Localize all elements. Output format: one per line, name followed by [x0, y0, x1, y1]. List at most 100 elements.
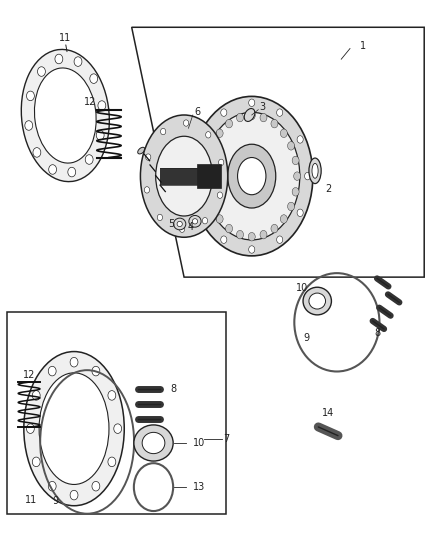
Ellipse shape: [141, 115, 228, 237]
Ellipse shape: [149, 168, 156, 175]
Circle shape: [288, 202, 295, 211]
Text: 2: 2: [325, 184, 331, 195]
Circle shape: [108, 391, 116, 400]
Circle shape: [205, 132, 211, 138]
Text: 12: 12: [84, 96, 96, 107]
Circle shape: [271, 224, 278, 233]
Circle shape: [216, 215, 223, 223]
Text: 11: 11: [25, 495, 37, 505]
Ellipse shape: [191, 96, 313, 256]
Text: 8: 8: [170, 384, 176, 394]
Circle shape: [203, 172, 210, 180]
Text: 12: 12: [23, 370, 35, 381]
Circle shape: [260, 230, 267, 239]
Circle shape: [48, 481, 56, 491]
Circle shape: [55, 54, 63, 64]
Text: 5: 5: [168, 219, 174, 229]
Text: 6: 6: [194, 107, 200, 117]
Ellipse shape: [153, 178, 161, 185]
Circle shape: [226, 224, 233, 233]
Text: 14: 14: [322, 408, 334, 418]
Circle shape: [25, 120, 33, 130]
Circle shape: [297, 209, 303, 216]
Circle shape: [304, 172, 311, 180]
Circle shape: [32, 457, 40, 467]
Circle shape: [297, 136, 303, 143]
Ellipse shape: [237, 158, 266, 195]
Bar: [7, 312, 226, 514]
Circle shape: [248, 232, 255, 241]
Ellipse shape: [192, 219, 198, 224]
Circle shape: [180, 226, 185, 232]
Circle shape: [205, 188, 212, 196]
Text: 9: 9: [303, 333, 309, 343]
Circle shape: [217, 192, 223, 198]
Ellipse shape: [143, 158, 151, 165]
Circle shape: [74, 57, 82, 66]
Ellipse shape: [177, 221, 182, 227]
Text: 7: 7: [223, 434, 230, 445]
Circle shape: [70, 490, 78, 500]
Circle shape: [27, 91, 34, 101]
Ellipse shape: [24, 352, 124, 506]
Circle shape: [280, 215, 287, 223]
Circle shape: [70, 358, 78, 367]
Text: 3: 3: [260, 102, 266, 112]
Circle shape: [114, 424, 122, 433]
Ellipse shape: [155, 136, 212, 216]
Ellipse shape: [142, 432, 165, 454]
Bar: [197, 164, 221, 188]
Circle shape: [157, 214, 162, 221]
Circle shape: [248, 111, 255, 120]
Text: 10: 10: [296, 283, 308, 293]
Circle shape: [221, 109, 227, 116]
Circle shape: [277, 109, 283, 116]
Ellipse shape: [309, 293, 325, 309]
Circle shape: [38, 67, 46, 76]
Circle shape: [96, 131, 104, 140]
Text: 9: 9: [52, 496, 58, 506]
Circle shape: [271, 119, 278, 128]
Circle shape: [145, 187, 150, 193]
Circle shape: [293, 172, 300, 180]
Ellipse shape: [134, 425, 173, 461]
Circle shape: [85, 155, 93, 164]
Circle shape: [249, 99, 255, 107]
Ellipse shape: [228, 144, 276, 208]
Ellipse shape: [39, 373, 109, 484]
Circle shape: [292, 156, 299, 165]
Circle shape: [277, 236, 283, 244]
Circle shape: [280, 129, 287, 138]
Circle shape: [226, 119, 233, 128]
Circle shape: [33, 148, 41, 157]
Circle shape: [237, 230, 244, 239]
Circle shape: [145, 154, 151, 160]
Circle shape: [292, 188, 299, 196]
Ellipse shape: [189, 215, 201, 227]
Ellipse shape: [204, 112, 300, 240]
Circle shape: [98, 101, 106, 110]
Ellipse shape: [21, 50, 110, 182]
Circle shape: [68, 167, 76, 177]
Circle shape: [92, 481, 100, 491]
Circle shape: [32, 391, 40, 400]
Text: 8: 8: [374, 328, 380, 338]
Text: 13: 13: [193, 482, 205, 492]
Circle shape: [90, 74, 98, 83]
Circle shape: [216, 129, 223, 138]
Circle shape: [260, 114, 267, 122]
Circle shape: [26, 424, 34, 433]
Circle shape: [92, 366, 100, 376]
Circle shape: [205, 156, 212, 165]
Circle shape: [200, 209, 206, 216]
Text: 10: 10: [193, 438, 205, 448]
Circle shape: [209, 202, 216, 211]
Circle shape: [108, 457, 116, 467]
Ellipse shape: [309, 158, 321, 183]
Circle shape: [237, 114, 244, 122]
Text: 4: 4: [187, 222, 194, 232]
Ellipse shape: [138, 147, 145, 154]
Circle shape: [200, 136, 206, 143]
Ellipse shape: [173, 218, 186, 230]
Ellipse shape: [35, 68, 96, 163]
